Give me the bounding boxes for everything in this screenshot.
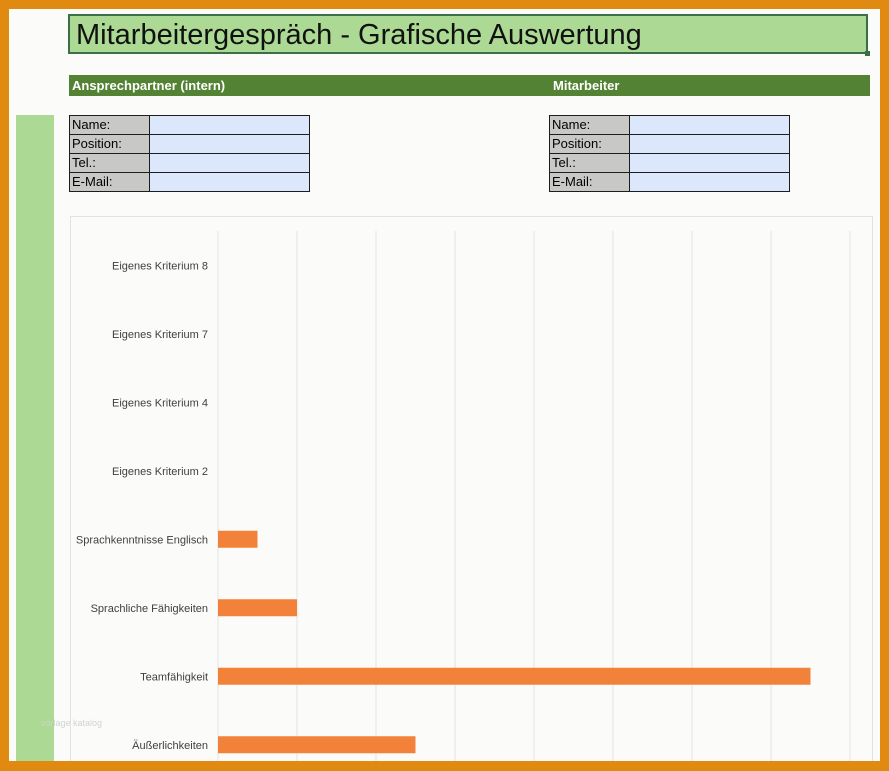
table-row: E-Mail: — [69, 172, 310, 192]
side-accent-strip — [16, 115, 54, 761]
category-label: Eigenes Kriterium 2 — [112, 466, 208, 478]
fill-handle[interactable] — [865, 51, 870, 56]
bar[interactable] — [218, 667, 811, 685]
bar[interactable] — [218, 736, 416, 754]
internal-contact-table: Name: Position: Tel.: E-Mail: — [69, 115, 310, 192]
chart-plot: Eigenes Kriterium 8 Eigenes Kriterium 7 Ei… — [76, 231, 851, 761]
field-label-name: Name: — [69, 115, 150, 135]
category-label: Sprachkenntnisse Englisch — [76, 534, 208, 546]
internal-email-field[interactable] — [149, 172, 310, 192]
page-title: Mitarbeitergespräch - Grafische Auswertu… — [76, 19, 642, 51]
field-label-position: Position: — [549, 134, 630, 154]
category-label: Sprachliche Fähigkeiten — [91, 603, 208, 615]
field-label-position: Position: — [69, 134, 150, 154]
table-row: Tel.: — [549, 153, 790, 173]
employee-email-field[interactable] — [629, 172, 790, 192]
bar-chart[interactable]: Eigenes Kriterium 8 Eigenes Kriterium 7 Ei… — [70, 216, 873, 761]
title-cell[interactable]: Mitarbeitergespräch - Grafische Auswertu… — [68, 14, 870, 56]
internal-name-field[interactable] — [149, 115, 310, 135]
employee-name-field[interactable] — [629, 115, 790, 135]
field-label-email: E-Mail: — [549, 172, 630, 192]
table-row: Name: — [69, 115, 310, 135]
category-label: Teamfähigkeit — [140, 671, 208, 683]
bar[interactable] — [218, 599, 297, 617]
internal-position-field[interactable] — [149, 134, 310, 154]
section-header-bar: Ansprechpartner (intern) Mitarbeiter — [69, 75, 870, 96]
field-label-name: Name: — [549, 115, 630, 135]
bar[interactable] — [218, 530, 258, 548]
table-row: Tel.: — [69, 153, 310, 173]
watermark-text: vorlage katalog — [41, 718, 103, 728]
employee-phone-field[interactable] — [629, 153, 790, 173]
section-label-internal: Ansprechpartner (intern) — [72, 78, 226, 93]
field-label-email: E-Mail: — [69, 172, 150, 192]
table-row: Position: — [69, 134, 310, 154]
table-row: E-Mail: — [549, 172, 790, 192]
category-label: Eigenes Kriterium 7 — [112, 329, 208, 341]
category-label: Äußerlichkeiten — [132, 740, 208, 752]
field-label-phone: Tel.: — [69, 153, 150, 173]
field-label-phone: Tel.: — [549, 153, 630, 173]
table-row: Name: — [549, 115, 790, 135]
spreadsheet-sheet: Mitarbeitergespräch - Grafische Auswertu… — [9, 9, 880, 761]
category-label: Eigenes Kriterium 8 — [112, 260, 208, 272]
internal-phone-field[interactable] — [149, 153, 310, 173]
section-label-employee: Mitarbeiter — [553, 78, 620, 93]
category-label: Eigenes Kriterium 4 — [112, 397, 208, 409]
employee-table: Name: Position: Tel.: E-Mail: — [549, 115, 790, 192]
table-row: Position: — [549, 134, 790, 154]
employee-position-field[interactable] — [629, 134, 790, 154]
